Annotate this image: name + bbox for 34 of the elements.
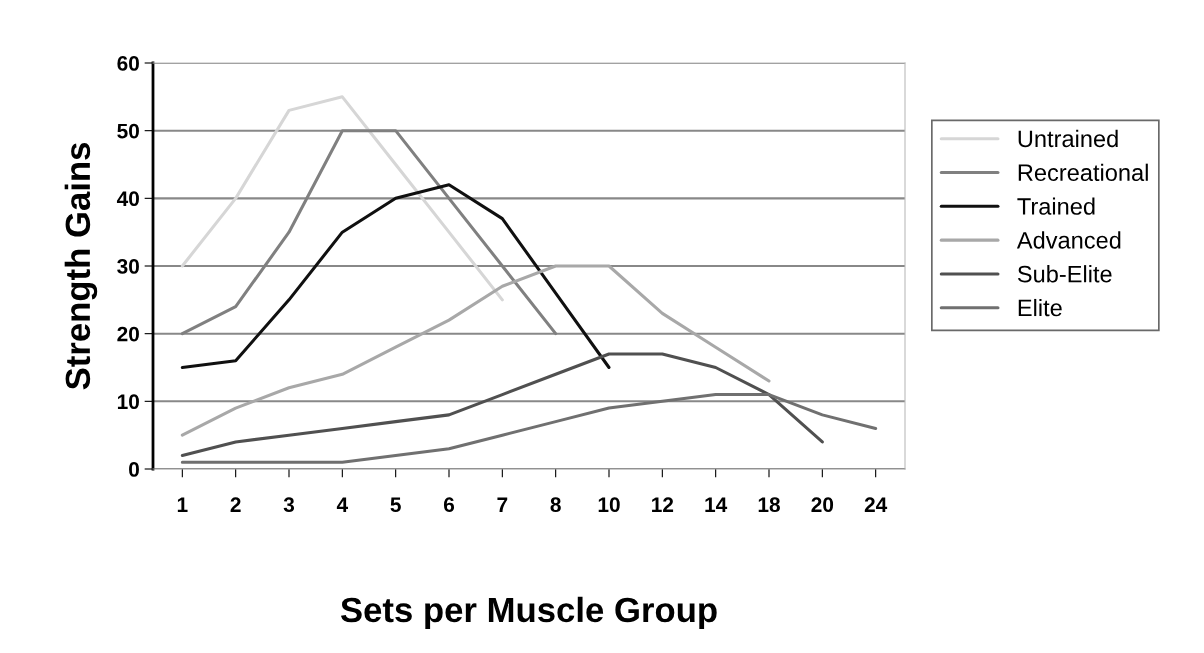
y-tick-label: 10 bbox=[117, 394, 139, 410]
legend-label: Sub-Elite bbox=[1017, 265, 1112, 283]
legend-label: Elite bbox=[1018, 298, 1062, 317]
y-tick-label: 50 bbox=[117, 123, 139, 139]
x-tick-label: 8 bbox=[550, 497, 561, 513]
line-series bbox=[180, 183, 611, 370]
x-tick-label: 10 bbox=[598, 497, 620, 513]
line-series bbox=[180, 393, 878, 464]
x-tick-label: 6 bbox=[443, 497, 455, 513]
x-tick-label: 14 bbox=[705, 497, 728, 512]
x-tick-label: 3 bbox=[283, 497, 295, 513]
legend-label: Recreational bbox=[1018, 163, 1148, 182]
y-tick-label: 30 bbox=[117, 259, 139, 274]
x-tick-label: 7 bbox=[497, 497, 508, 512]
legend-label: Trained bbox=[1017, 197, 1095, 215]
y-tick-label: 40 bbox=[116, 191, 139, 207]
line-series bbox=[180, 352, 824, 457]
x-tick-label: 1 bbox=[177, 497, 188, 512]
y-tick-label: 60 bbox=[117, 56, 139, 71]
y-tick-label: 20 bbox=[117, 326, 139, 342]
y-tick-label: 0 bbox=[129, 462, 139, 477]
legend-label: Advanced bbox=[1016, 231, 1121, 249]
legend-label: Untrained bbox=[1018, 129, 1118, 148]
x-axis-title: Sets per Muscle Group bbox=[340, 596, 717, 630]
x-tick-label: 12 bbox=[652, 497, 674, 512]
line-series bbox=[180, 95, 504, 302]
x-tick-label: 4 bbox=[336, 497, 349, 512]
x-tick-label: 20 bbox=[811, 497, 834, 513]
x-tick-label: 18 bbox=[758, 497, 780, 513]
x-tick-label: 2 bbox=[230, 497, 241, 512]
x-tick-label: 24 bbox=[864, 497, 888, 512]
line-series bbox=[180, 264, 771, 437]
y-axis-title: Strength Gains bbox=[64, 142, 98, 390]
x-tick-label: 5 bbox=[390, 497, 401, 513]
